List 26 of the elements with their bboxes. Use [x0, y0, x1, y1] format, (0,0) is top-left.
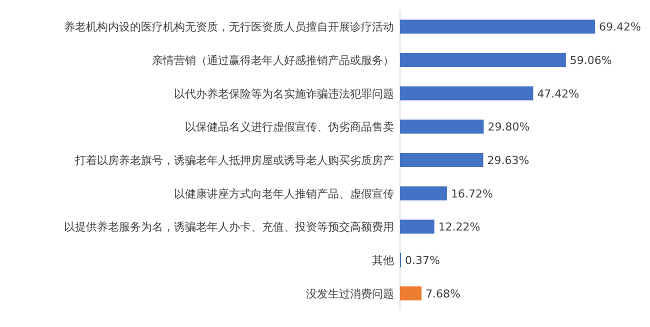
- bar: [400, 53, 566, 67]
- y-tick-label: 没发生过消费问题: [306, 287, 394, 300]
- data-label: 7.68%: [426, 287, 461, 300]
- bar: [400, 186, 447, 200]
- bar: [400, 120, 484, 134]
- y-tick-label: 其他: [372, 254, 394, 267]
- bar: [400, 220, 434, 234]
- bar: [400, 20, 595, 34]
- data-label: 29.63%: [487, 154, 530, 167]
- y-tick-label: 以保健品名义进行虚假宣传、伪劣商品售卖: [185, 120, 394, 134]
- bar: [400, 86, 534, 100]
- data-label: 69.42%: [599, 20, 641, 34]
- data-label: 0.37%: [405, 254, 440, 267]
- data-label: 29.80%: [488, 120, 530, 134]
- y-tick-label: 打着以房养老旗号，诱骗老年人抵押房屋或诱导老人购买劣质房产: [74, 154, 394, 167]
- data-label: 16.72%: [450, 187, 493, 200]
- y-tick-label: 亲情营销（通过赢得老年人好感推销产品或服务）: [152, 54, 394, 67]
- data-label: 47.42%: [537, 87, 580, 100]
- bar: [400, 286, 422, 300]
- y-tick-label: 以代办养老保险等为名实施诈骗违法犯罪问题: [174, 87, 394, 100]
- bar: [400, 153, 484, 167]
- y-tick-label: 以健康讲座方式向老年人推销产品、虚假宣传: [174, 187, 394, 200]
- y-tick-label: 养老机构内设的医疗机构无资质，无行医资质人员擅自开展诊疗活动: [64, 20, 394, 34]
- data-label: 12.22%: [438, 220, 480, 234]
- data-label: 59.06%: [570, 54, 612, 67]
- y-tick-label: 以提供养老服务为名，诱骗老年人办卡、充值、投资等预交高额费用: [64, 220, 394, 234]
